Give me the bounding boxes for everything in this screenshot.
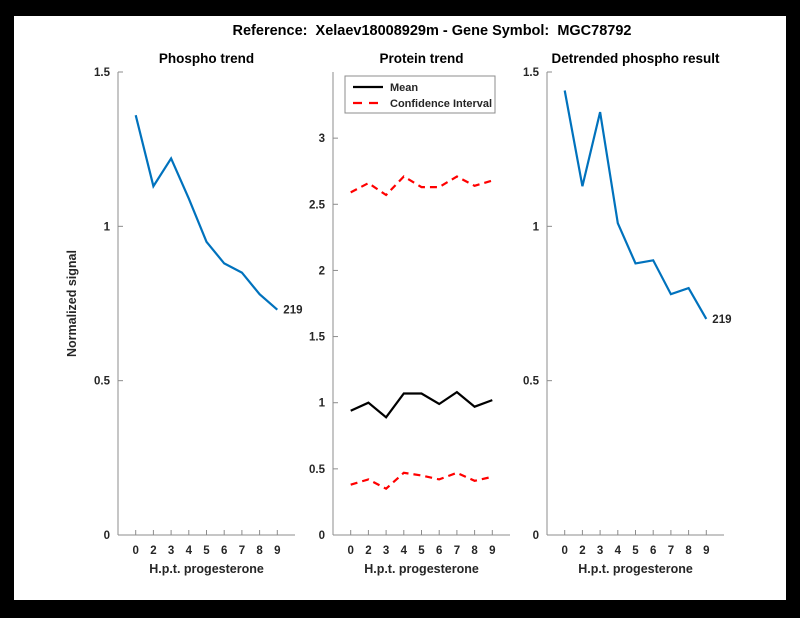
y-tick-label: 2.5 <box>309 199 326 211</box>
y-tick-label: 1.5 <box>523 67 540 79</box>
x-tick-label: 5 <box>632 545 639 557</box>
x-tick-label: 8 <box>685 545 692 557</box>
x-tick-label: 0 <box>561 545 567 557</box>
x-tick-label: 4 <box>615 545 622 557</box>
x-tick-label: 3 <box>597 545 603 557</box>
legend-box <box>344 75 496 114</box>
y-axis-label: Normalized signal <box>65 250 79 357</box>
x-tick-label: 8 <box>471 545 478 557</box>
legend-label: Mean <box>390 82 418 94</box>
y-tick-label: 1 <box>319 398 326 410</box>
y-tick-label: 0.5 <box>94 376 111 388</box>
x-tick-label: 7 <box>454 545 460 557</box>
x-tick-label: 6 <box>436 545 442 557</box>
x-tick-label: 5 <box>203 545 210 557</box>
y-tick-label: 0 <box>104 530 110 542</box>
y-tick-label: 3 <box>319 133 325 145</box>
detrended-phospho-signal-line <box>563 90 708 320</box>
subplot-title: Detrended phospho result <box>551 51 720 66</box>
x-axis-label: H.p.t. progesterone <box>364 562 479 576</box>
figure-title: Reference: Xelaev18008929m - Gene Symbol… <box>232 23 632 39</box>
subplot-title: Phospho trend <box>159 51 254 66</box>
y-tick-label: 2 <box>319 265 325 277</box>
subplot-title: Protein trend <box>379 51 463 66</box>
x-tick-label: 0 <box>132 545 138 557</box>
x-tick-label: 9 <box>489 545 495 557</box>
x-tick-label: 3 <box>383 545 389 557</box>
series-end-label: 219 <box>712 314 731 326</box>
y-tick-label: 1.5 <box>94 67 111 79</box>
legend: Mean Confidence Interval <box>344 75 496 114</box>
x-tick-label: 6 <box>650 545 656 557</box>
y-tick-label: 0.5 <box>523 376 540 388</box>
x-tick-label: 9 <box>703 545 709 557</box>
x-tick-label: 2 <box>365 545 371 557</box>
x-tick-label: 8 <box>256 545 263 557</box>
x-axis-label: H.p.t. progesterone <box>149 562 264 576</box>
x-tick-label: 7 <box>668 545 674 557</box>
x-tick-label: 7 <box>239 545 245 557</box>
y-tick-label: 1.5 <box>309 332 326 344</box>
x-tick-label: 2 <box>579 545 585 557</box>
x-tick-label: 6 <box>221 545 227 557</box>
y-tick-label: 1 <box>533 221 540 233</box>
y-tick-label: 0.5 <box>309 464 326 476</box>
legend-label: Confidence Interval <box>390 98 492 110</box>
confidence-interval-lower-line <box>350 471 493 491</box>
figure-canvas: Reference: Xelaev18008929m - Gene Symbol… <box>14 16 786 600</box>
series-end-label: 219 <box>283 305 302 317</box>
x-tick-label: 9 <box>274 545 280 557</box>
x-tick-label: 4 <box>401 545 408 557</box>
x-tick-label: 3 <box>168 545 174 557</box>
x-tick-label: 4 <box>186 545 193 557</box>
phospho-signal-line <box>134 114 279 311</box>
x-tick-label: 5 <box>418 545 425 557</box>
confidence-interval-upper-line <box>350 175 493 197</box>
y-tick-label: 0 <box>319 530 325 542</box>
x-tick-label: 2 <box>150 545 156 557</box>
y-tick-label: 0 <box>533 530 539 542</box>
x-axis-label: H.p.t. progesterone <box>578 562 693 576</box>
x-tick-label: 0 <box>347 545 353 557</box>
y-tick-label: 1 <box>104 221 111 233</box>
mean-line <box>350 390 493 419</box>
